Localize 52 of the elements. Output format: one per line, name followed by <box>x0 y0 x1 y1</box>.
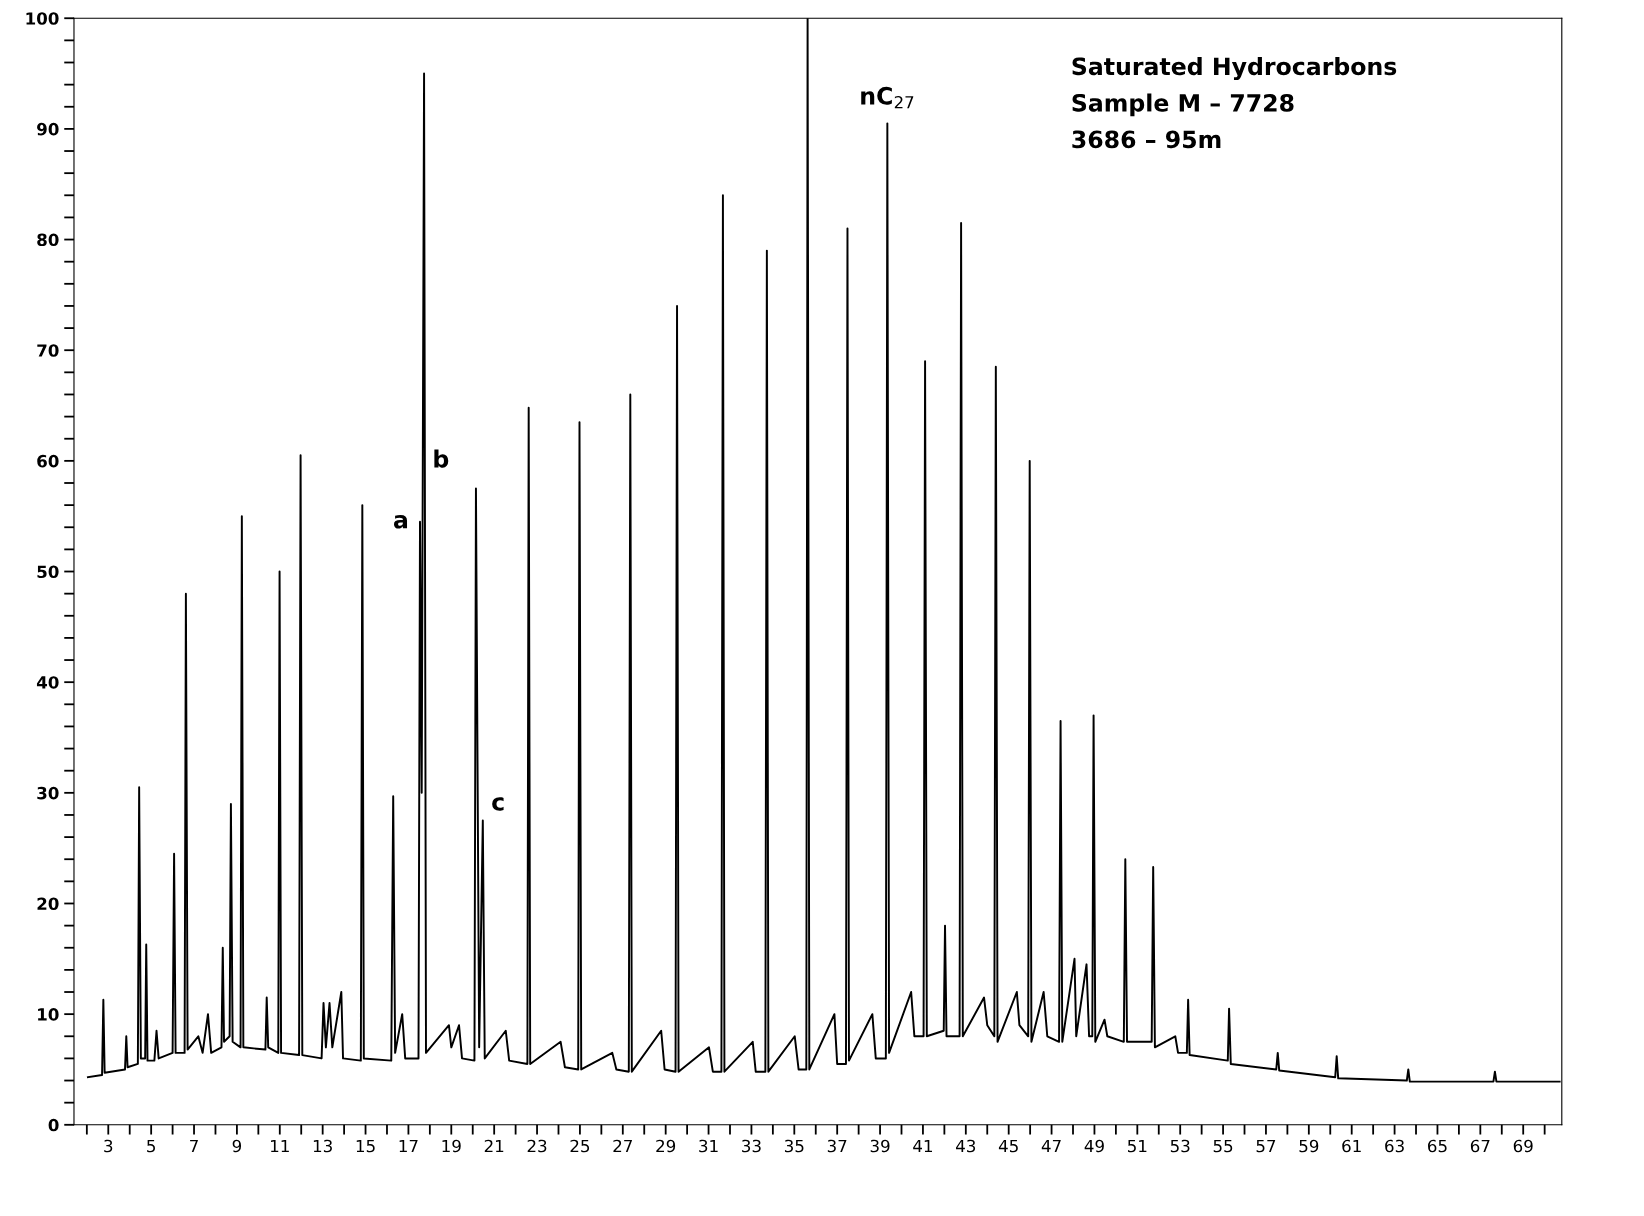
x-tick-label: 49 <box>1084 1139 1104 1153</box>
annotation: nC$_{27}$ <box>861 86 914 109</box>
y-tick-label: 40 <box>36 676 59 689</box>
annotation: c <box>492 797 504 811</box>
x-tick-label: 21 <box>484 1139 504 1153</box>
x-tick-label: 7 <box>190 1139 198 1153</box>
y-tick-label: 100 <box>26 12 59 25</box>
y-tick-label: 0 <box>48 1118 59 1132</box>
x-tick-label: 5 <box>147 1139 155 1153</box>
annotation: b <box>434 449 449 468</box>
x-tick-label: 9 <box>232 1139 242 1153</box>
x-tick-label: 53 <box>1170 1139 1190 1153</box>
x-tick-label: 17 <box>399 1139 418 1153</box>
x-tick-label: 3 <box>104 1139 113 1153</box>
x-tick-label: 69 <box>1513 1139 1533 1153</box>
x-tick-label: 59 <box>1299 1139 1319 1153</box>
x-tick-label: 39 <box>870 1139 890 1153</box>
y-tick-label: 90 <box>37 122 59 136</box>
annotation: 3686 – 95m <box>1072 130 1221 149</box>
annotation: Sample M – 7728 <box>1072 93 1294 117</box>
x-tick-label: 45 <box>998 1139 1018 1153</box>
x-tick-label: 63 <box>1385 1139 1404 1153</box>
x-tick-label: 19 <box>442 1139 461 1153</box>
x-tick-label: 23 <box>527 1139 547 1153</box>
x-tick-label: 37 <box>827 1139 847 1153</box>
annotation: a <box>393 515 408 529</box>
y-tick-label: 70 <box>37 344 59 357</box>
x-tick-label: 61 <box>1342 1139 1361 1153</box>
x-tick-label: 35 <box>784 1139 804 1153</box>
x-tick-label: 55 <box>1213 1139 1233 1153</box>
x-tick-label: 51 <box>1128 1139 1147 1153</box>
x-tick-label: 13 <box>313 1139 332 1153</box>
x-tick-label: 33 <box>742 1139 761 1153</box>
x-tick-label: 67 <box>1470 1139 1490 1153</box>
annotation: Saturated Hydrocarbons <box>1072 56 1397 81</box>
x-tick-label: 47 <box>1041 1139 1061 1153</box>
y-tick-label: 30 <box>37 786 59 800</box>
y-tick-label: 20 <box>37 897 59 911</box>
x-tick-label: 43 <box>956 1139 976 1153</box>
x-tick-label: 27 <box>613 1139 632 1153</box>
y-tick-label: 10 <box>38 1008 59 1021</box>
x-tick-label: 41 <box>913 1139 932 1153</box>
x-tick-label: 65 <box>1428 1139 1447 1153</box>
x-tick-label: 29 <box>656 1139 676 1153</box>
y-tick-label: 80 <box>37 233 59 247</box>
y-tick-label: 50 <box>37 565 59 579</box>
x-tick-label: 31 <box>699 1139 718 1153</box>
x-tick-label: 25 <box>570 1139 590 1153</box>
y-tick-label: 60 <box>37 454 59 468</box>
x-tick-label: 15 <box>356 1139 375 1153</box>
x-tick-label: 57 <box>1256 1139 1276 1153</box>
x-tick-label: 11 <box>271 1139 289 1153</box>
